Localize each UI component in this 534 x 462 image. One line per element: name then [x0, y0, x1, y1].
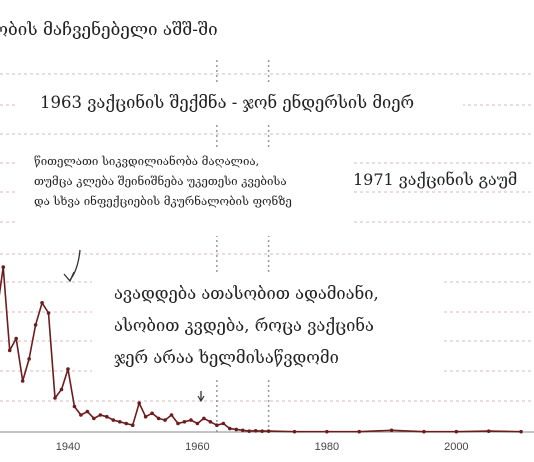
- annotation-note-line-1: წითელათი სიკვდილიანობა მაღალია,: [34, 154, 260, 168]
- data-point-1947: [111, 418, 116, 422]
- data-point-1969: [253, 429, 258, 433]
- data-point-1958: [182, 420, 187, 424]
- data-point-2000: [454, 429, 459, 434]
- x-tick-label-1940: 1940: [56, 441, 80, 453]
- data-point-1957: [176, 421, 180, 426]
- data-point-1985: [357, 429, 362, 434]
- annotation-outbreak-line-3: ჯერ არაა ხელმისაწვდომი: [114, 348, 339, 367]
- arrow-outbreak-head: [197, 395, 205, 403]
- data-point-1965: [227, 426, 232, 431]
- data-point-1932: [14, 336, 18, 341]
- data-point-1933: [20, 379, 25, 383]
- data-point-1941: [72, 404, 77, 409]
- data-point-1964: [221, 421, 226, 426]
- data-point-1962: [208, 420, 213, 424]
- annotation-mortality-note: წითელათი სიკვდილიანობა მაღალია, თუმცა კლ…: [18, 150, 353, 236]
- data-point-1960: [195, 421, 200, 426]
- annotation-note-line-2: თუმცა კლება შეინიშნება უკეთესი კვებისა: [34, 174, 287, 188]
- data-point-1943: [85, 409, 90, 414]
- data-point-1930: [1, 265, 6, 269]
- x-tick-label-2000: 2000: [444, 441, 468, 453]
- annotation-outbreak-line-1: ავადდება ათასობით ადამიანი,: [114, 284, 379, 303]
- data-point-1951: [137, 401, 141, 405]
- data-point-1990: [389, 428, 394, 433]
- chart-title: ობის მაჩვენებელი აშშ-ში: [0, 20, 218, 40]
- x-tick-label-1960: 1960: [185, 441, 209, 453]
- annotation-vaccine-1963: 1963 ვაქცინის შექმნა - ჯონ ენდერსის მიერ: [18, 82, 463, 124]
- data-point-2010: [519, 429, 523, 434]
- data-point-1963: [215, 423, 219, 428]
- data-point-1953: [150, 411, 154, 416]
- data-point-1942: [79, 413, 83, 417]
- data-point-1944: [92, 416, 96, 421]
- data-point-1940: [66, 367, 70, 371]
- data-point-1975: [292, 429, 297, 434]
- data-point-1945: [98, 413, 103, 417]
- x-tick-label-1980: 1980: [315, 441, 339, 453]
- data-point-1952: [143, 414, 148, 419]
- arrow-note-head: [63, 271, 75, 283]
- annotation-outbreak: ავადდება ათასობით ადამიანი, ასობით კვდებ…: [92, 272, 442, 380]
- data-point-1937: [46, 311, 51, 315]
- data-point-1966: [234, 427, 239, 432]
- data-point-1936: [40, 301, 44, 305]
- data-point-1946: [105, 414, 109, 419]
- data-point-1967: [240, 428, 245, 433]
- data-point-2005: [486, 429, 491, 433]
- data-point-1968: [247, 429, 251, 433]
- annotation-1971: 1971 ვაქცინის გაუმ: [353, 170, 518, 189]
- data-point-1939: [59, 387, 64, 392]
- data-point-1955: [163, 418, 167, 422]
- data-point-1931: [7, 348, 12, 353]
- data-point-1949: [124, 421, 129, 426]
- data-point-1959: [189, 418, 193, 422]
- data-point-1961: [202, 416, 206, 421]
- data-point-1971: [266, 429, 271, 433]
- data-point-1934: [27, 357, 31, 361]
- data-point-1995: [422, 429, 426, 434]
- data-point-1970: [260, 429, 264, 433]
- data-point-1954: [156, 416, 161, 421]
- data-point-1948: [117, 420, 122, 424]
- data-point-1938: [53, 396, 57, 400]
- annotation-note-line-3: და სხვა ინფექციების მკურნალობის ფონზე: [34, 194, 292, 208]
- data-point-1950: [130, 423, 135, 428]
- data-point-1935: [33, 323, 38, 327]
- data-point-1956: [169, 413, 174, 417]
- data-point-1980: [325, 429, 329, 434]
- annotation-outbreak-line-2: ასობით კვდება, როცა ვაქცინა: [114, 316, 374, 335]
